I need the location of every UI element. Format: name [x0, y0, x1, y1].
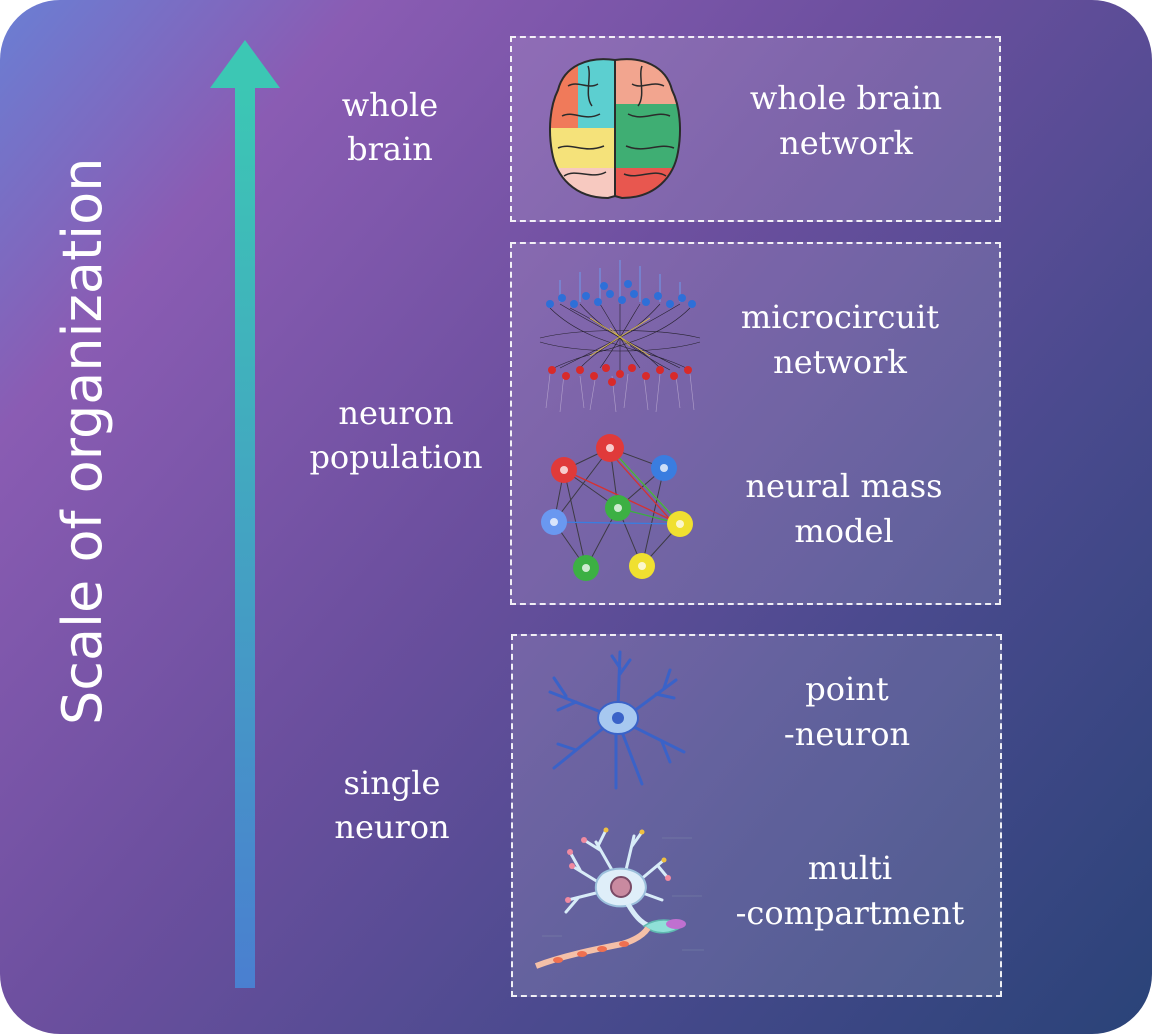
level-label-whole-brain: whole brain	[341, 86, 439, 168]
model-label-whole-brain-network: whole brain network	[749, 79, 943, 162]
multi-compartment-neuron-icon	[534, 827, 704, 969]
point-neuron-icon	[548, 650, 686, 790]
brain-icon	[549, 58, 681, 200]
microcircuit-icon	[539, 260, 701, 413]
neuron-population-box	[510, 242, 1001, 605]
level-label-single-neuron: single neuron	[334, 764, 450, 846]
axis-title: Scale of organization	[51, 157, 114, 725]
model-label-multi-compartment: multi -compartment	[735, 849, 965, 932]
level-label-neuron-population: neuron population	[309, 394, 483, 476]
scale-arrow-icon	[210, 40, 280, 988]
neural-mass-graph-icon	[541, 434, 693, 581]
single-neuron-box	[511, 634, 1002, 997]
model-label-neural-mass-model: neural mass model	[745, 467, 943, 550]
model-label-point-neuron: point -neuron	[783, 670, 911, 753]
model-label-microcircuit-network: microcircuit network	[740, 298, 940, 381]
